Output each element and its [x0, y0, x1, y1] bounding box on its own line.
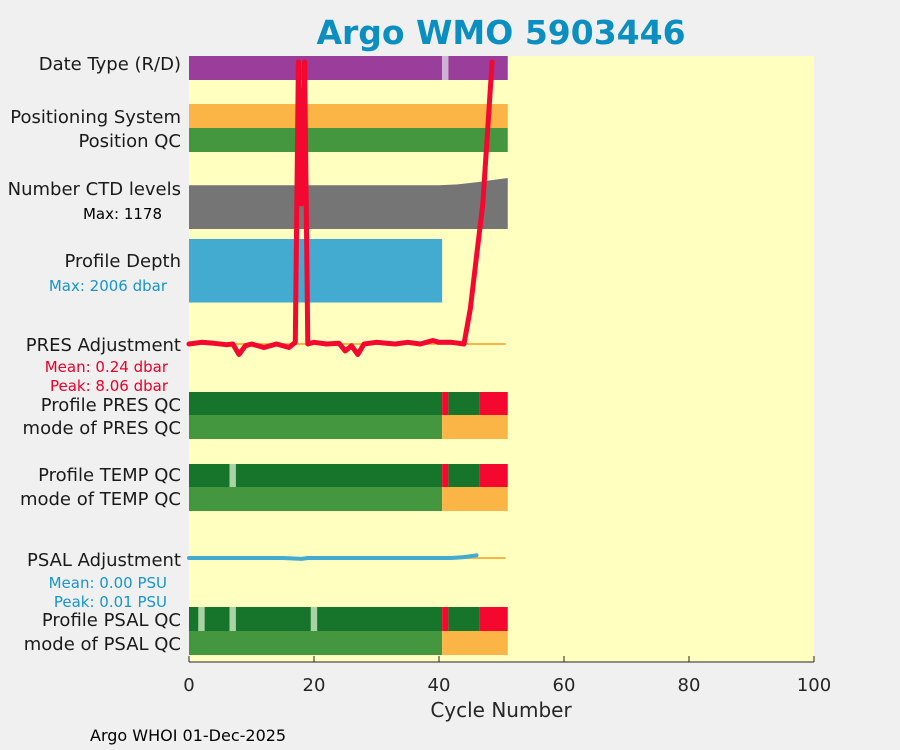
qc-segment-profile_temp_qc — [479, 464, 508, 487]
row-label-profile_psal_qc: Profile PSAL QC — [42, 610, 181, 631]
psal-peak-label: Peak: 0.01 PSU — [54, 593, 167, 611]
pres-peak-label: Peak: 8.06 dbar — [50, 377, 169, 395]
qc-segment-profile_psal_qc — [235, 607, 311, 631]
qc-segment-positioning_system — [189, 104, 508, 128]
row-label-psal_adjustment: PSAL Adjustment — [27, 550, 181, 571]
qc-segment-profile_temp_qc — [235, 464, 443, 487]
row-label-mode_temp_qc: mode of TEMP QC — [20, 489, 181, 510]
x-tick-label: 80 — [678, 675, 701, 696]
x-axis: 0 20 40 60 80 100 — [183, 656, 831, 696]
qc-segment-profile_psal_qc — [317, 607, 443, 631]
series-layer — [186, 56, 508, 655]
x-tick-label: 40 — [428, 675, 451, 696]
qc-segment-profile_pres_qc — [479, 392, 508, 415]
qc-segment-profile_psal_qc — [442, 607, 449, 631]
row-label-pres_adjustment: PRES Adjustment — [26, 335, 181, 356]
qc-segment-profile_temp_qc — [448, 464, 480, 487]
pres-adjustment-line — [186, 59, 495, 357]
row-label-positioning_system: Positioning System — [10, 107, 181, 128]
qc-segment-profile_psal_qc — [310, 607, 318, 631]
row-label-mode_psal_qc: mode of PSAL QC — [24, 634, 181, 655]
qc-segment-profile_psal_qc — [204, 607, 230, 631]
x-tick-label: 20 — [303, 675, 326, 696]
chart-title: Argo WMO 5903446 — [316, 13, 685, 52]
psal-adjustment-line — [187, 553, 479, 561]
row-label-ctd_levels: Number CTD levels — [8, 179, 181, 200]
profile-depth-area — [189, 239, 443, 303]
ctd-levels-area — [189, 178, 508, 229]
plot-area — [189, 56, 814, 662]
qc-segment-mode_pres_qc — [442, 415, 508, 439]
qc-segment-data_type — [189, 56, 443, 80]
x-tick-label: 100 — [797, 675, 831, 696]
qc-segment-mode_temp_qc — [442, 487, 508, 511]
row-label-profile_pres_qc: Profile PRES QC — [41, 395, 181, 416]
depth-max-label: Max: 2006 dbar — [49, 277, 168, 295]
row-label-position_qc: Position QC — [78, 131, 181, 152]
row-label-data_type: Date Type (R/D) — [39, 54, 181, 75]
qc-segment-profile_pres_qc — [448, 392, 480, 415]
row-labels: Date Type (R/D) Positioning System Positio… — [8, 54, 181, 655]
qc-segment-profile_psal_qc — [448, 607, 480, 631]
qc-segment-profile_psal_qc — [189, 607, 199, 631]
row-label-profile_temp_qc: Profile TEMP QC — [38, 465, 181, 486]
qc-segment-mode_psal_qc — [442, 631, 508, 655]
qc-segment-mode_pres_qc — [189, 415, 443, 439]
qc-segment-profile_temp_qc — [229, 464, 236, 487]
qc-segment-profile_pres_qc — [189, 392, 443, 415]
qc-segment-profile_temp_qc — [442, 464, 449, 487]
row-label-mode_pres_qc: mode of PRES QC — [23, 418, 181, 439]
qc-segment-profile_psal_qc — [479, 607, 508, 631]
psal-mean-label: Mean: 0.00 PSU — [49, 574, 167, 592]
qc-segment-profile_pres_qc — [442, 392, 449, 415]
qc-segment-profile_temp_qc — [189, 464, 230, 487]
x-tick-label: 60 — [553, 675, 576, 696]
qc-segment-profile_psal_qc — [229, 607, 236, 631]
qc-segment-data_type — [442, 56, 449, 80]
qc-segment-data_type — [448, 56, 508, 80]
qc-segment-mode_psal_qc — [189, 631, 443, 655]
ctd-max-label: Max: 1178 — [83, 205, 162, 223]
footer-credit: Argo WHOI 01-Dec-2025 — [90, 726, 286, 745]
qc-segment-mode_temp_qc — [189, 487, 443, 511]
row-label-profile_depth: Profile Depth — [64, 251, 181, 272]
qc-segment-position_qc — [189, 128, 508, 152]
pres-mean-label: Mean: 0.24 dbar — [45, 358, 169, 376]
qc-segment-profile_psal_qc — [198, 607, 205, 631]
x-tick-label: 0 — [183, 675, 194, 696]
x-axis-label: Cycle Number — [430, 698, 572, 722]
